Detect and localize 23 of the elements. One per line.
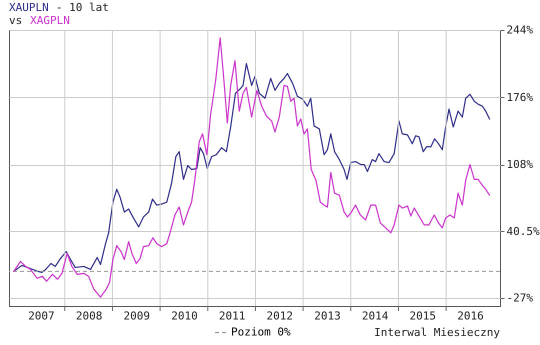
x-tick-label: 2015 xyxy=(410,310,436,322)
x-tick-label: 2012 xyxy=(266,310,294,322)
chart-subtitle: vs xyxy=(9,14,22,27)
y-tick-label: 244% xyxy=(506,24,534,36)
text: XAUPLN xyxy=(9,1,49,14)
line-series xyxy=(13,63,490,273)
chart-title: - 10 lat xyxy=(56,1,109,14)
line-series xyxy=(13,37,490,298)
x-tick-label: 2007 xyxy=(28,310,55,322)
y-tick-label: 108% xyxy=(506,158,534,172)
x-tick-label: 2009 xyxy=(124,310,150,322)
y-tick-label: -27% xyxy=(506,292,534,305)
legend-label: Poziom 0% xyxy=(231,326,291,338)
y-tick-label: 40.5% xyxy=(506,224,540,238)
x-tick-label: 2016 xyxy=(457,310,484,322)
x-tick-label: 2013 xyxy=(314,310,341,322)
text: Interwal Miesieczny xyxy=(374,326,500,339)
x-tick-label: 2014 xyxy=(362,310,389,322)
x-tick-label: 2008 xyxy=(76,310,102,322)
y-tick-label: 176% xyxy=(506,90,534,104)
text: XAGPLN xyxy=(30,14,70,27)
x-tick-label: 2011 xyxy=(218,310,246,322)
x-tick-label: 2010 xyxy=(171,310,198,322)
